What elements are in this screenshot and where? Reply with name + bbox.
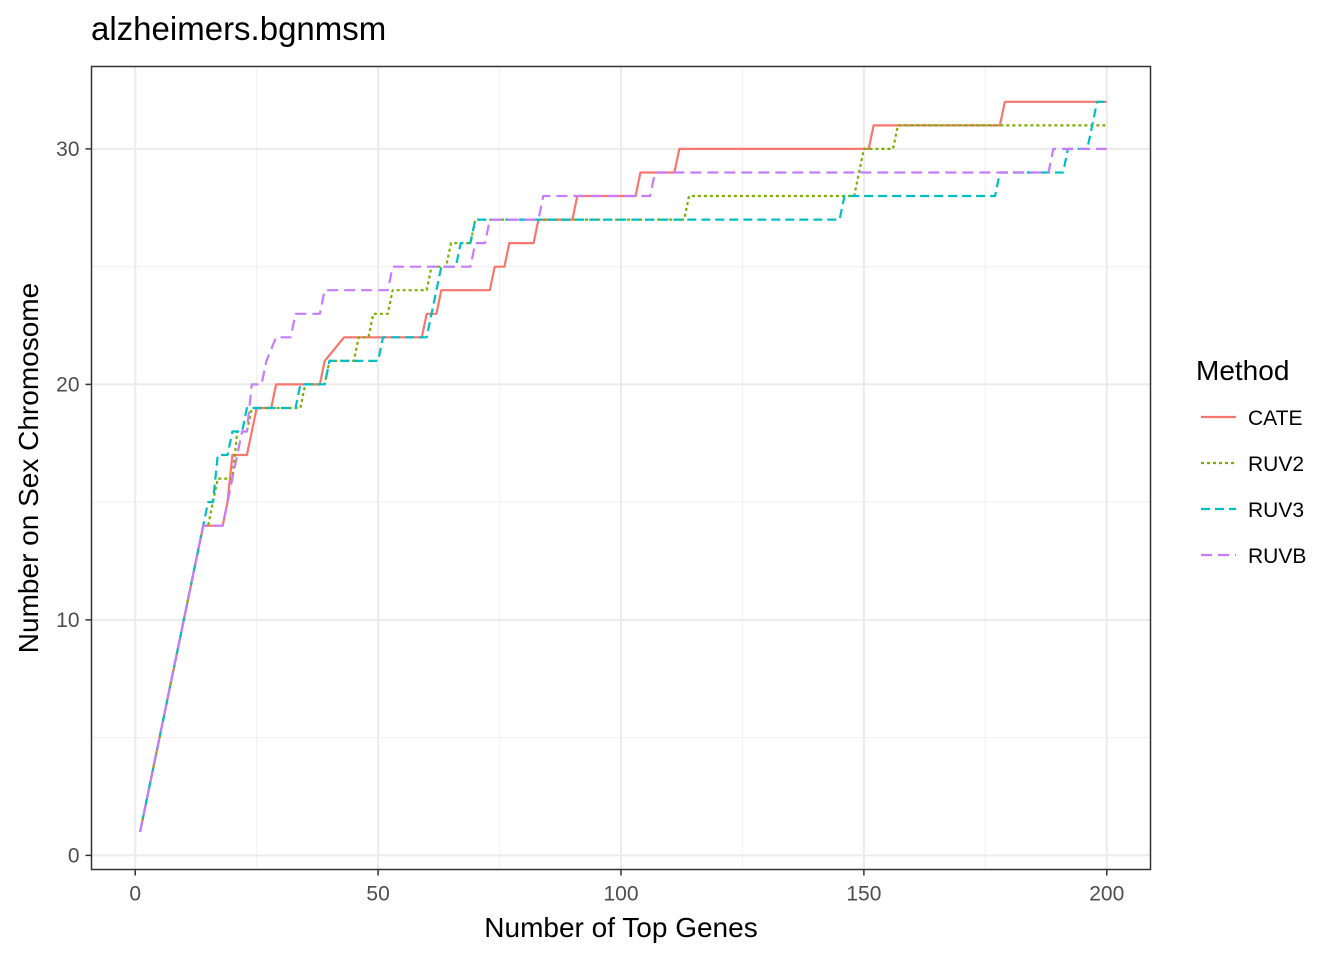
x-tick-label: 200 [1089,883,1124,906]
major-gridlines [91,66,1151,870]
x-tick-label: 50 [366,883,389,906]
legend-items: CATE RUV2 RUV3 RUVB [1201,407,1306,568]
series-line-ruv3 [139,100,1107,833]
legend: Method CATE RUV2 RUV3 RUVB [1196,355,1306,568]
y-axis-title: Number on Sex Chromosome [13,283,44,653]
series-lines [139,100,1107,833]
y-axis: 0 10 20 30 [56,138,92,867]
legend-label-ruvb: RUVB [1248,545,1306,568]
x-tick-label: 100 [603,883,638,906]
legend-title: Method [1196,355,1289,386]
x-axis-title: Number of Top Genes [484,912,757,943]
y-tick-label: 10 [56,609,79,632]
y-tick-label: 0 [68,844,80,867]
series-line-cate [139,100,1107,833]
series-line-ruv2 [139,124,1107,833]
legend-label-ruv3: RUV3 [1248,499,1304,522]
chart-title: alzheimers.bgnmsm [91,10,386,47]
series-line-ruvb [139,147,1107,833]
x-axis: 0 50 100 150 200 [129,869,1124,906]
legend-label-cate: CATE [1248,407,1302,430]
y-tick-label: 20 [56,373,79,396]
legend-label-ruv2: RUV2 [1248,453,1304,476]
x-tick-label: 0 [129,883,141,906]
x-tick-label: 150 [846,883,881,906]
y-tick-label: 30 [56,138,79,161]
